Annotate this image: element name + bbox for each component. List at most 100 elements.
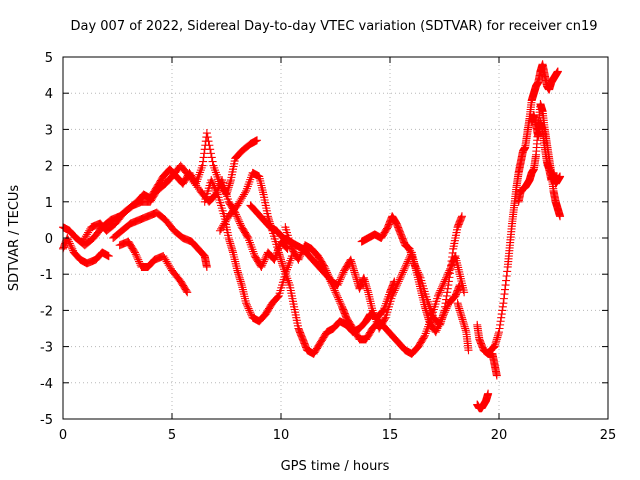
data-point-marker [323, 270, 332, 279]
data-point-marker [66, 241, 75, 250]
data-point-marker [208, 177, 217, 186]
data-point-marker [203, 133, 212, 142]
data-point-marker [324, 272, 333, 281]
data-point-marker [205, 141, 214, 150]
y-tick-label: 0 [45, 232, 53, 247]
data-point-marker [206, 149, 215, 158]
data-point-marker [298, 246, 307, 255]
data-point-marker [131, 250, 140, 259]
data-point-marker [212, 188, 221, 197]
series-arc-13 [473, 389, 493, 413]
data-point-marker [335, 277, 344, 286]
data-point-marker [553, 67, 562, 76]
data-point-marker [464, 346, 473, 355]
data-point-marker [484, 389, 493, 398]
data-point-marker [242, 299, 251, 308]
data-point-marker [322, 266, 331, 275]
data-point-marker [244, 304, 253, 313]
data-point-marker [257, 262, 266, 271]
data-point-marker [183, 288, 192, 297]
data-point-marker [397, 270, 406, 279]
data-point-marker [204, 137, 213, 146]
x-tick-label: 0 [59, 428, 67, 443]
data-point-marker [435, 288, 444, 297]
data-point-marker [410, 261, 419, 270]
y-tick-label: -2 [40, 304, 53, 319]
data-marks [59, 60, 565, 413]
data-point-marker [243, 302, 252, 311]
x-tick-label: 15 [382, 428, 399, 443]
data-point-marker [556, 172, 565, 181]
y-tick-label: -4 [40, 377, 53, 392]
data-point-marker [336, 299, 345, 308]
series-arc-10 [357, 212, 466, 329]
data-point-marker [296, 252, 305, 261]
data-point-marker [235, 217, 244, 226]
data-point-marker [438, 282, 447, 291]
data-point-marker [208, 157, 217, 166]
data-point-marker [431, 328, 440, 337]
series-arc-16 [527, 110, 565, 188]
data-point-marker [132, 252, 141, 261]
data-point-marker [245, 306, 254, 315]
data-point-marker [234, 215, 243, 224]
data-point-marker [335, 297, 344, 306]
data-point-marker [241, 188, 250, 197]
data-point-marker [402, 259, 411, 268]
data-point-marker [414, 268, 423, 277]
data-point-marker [259, 259, 268, 268]
data-point-marker [282, 243, 291, 252]
data-point-marker [399, 266, 408, 275]
data-point-marker [455, 281, 464, 290]
y-tick-label: 2 [45, 160, 53, 175]
data-point-marker [336, 275, 345, 284]
data-point-marker [400, 264, 409, 273]
data-point-marker [336, 273, 345, 282]
data-point-marker [321, 264, 330, 273]
data-point-marker [320, 262, 329, 271]
data-point-marker [393, 279, 402, 288]
axis-ticks: 0 5 10 15 20 25 -5 -4 -3 -2 -1 0 1 2 3 4 5 [40, 51, 616, 443]
y-tick-label: 5 [45, 51, 53, 66]
series-arc-11 [453, 299, 473, 355]
data-point-marker [331, 288, 340, 297]
data-point-marker [457, 212, 466, 221]
series-arc-14 [486, 60, 562, 355]
data-point-marker [330, 286, 339, 295]
data-point-marker [297, 248, 306, 257]
data-point-marker [325, 273, 334, 282]
data-point-marker [393, 281, 402, 290]
data-point-marker [104, 252, 113, 261]
data-point-marker [394, 277, 403, 286]
data-point-marker [397, 272, 406, 281]
data-point-marker [133, 253, 142, 262]
data-point-marker [401, 262, 410, 271]
data-point-marker [274, 292, 283, 301]
data-point-marker [253, 136, 262, 145]
data-point-marker [390, 286, 399, 295]
data-point-marker [492, 371, 501, 380]
data-point-marker [243, 232, 252, 241]
data-point-marker [202, 262, 211, 271]
data-point-marker [411, 262, 420, 271]
data-point-marker [332, 290, 341, 299]
data-point-marker [402, 261, 411, 270]
data-point-marker [64, 237, 73, 246]
data-point-marker [258, 261, 267, 270]
data-point-marker [232, 212, 241, 221]
data-point-marker [439, 279, 448, 288]
x-tick-label: 20 [491, 428, 508, 443]
data-point-marker [392, 282, 401, 291]
y-tick-label: 1 [45, 196, 53, 211]
series-arc-5 [109, 208, 211, 271]
data-point-marker [398, 268, 407, 277]
data-point-marker [260, 255, 269, 264]
y-tick-label: -5 [40, 413, 53, 428]
data-point-marker [207, 176, 216, 185]
data-point-marker [334, 279, 343, 288]
data-point-marker [409, 259, 418, 268]
data-point-marker [247, 310, 256, 319]
data-point-marker [64, 235, 73, 244]
